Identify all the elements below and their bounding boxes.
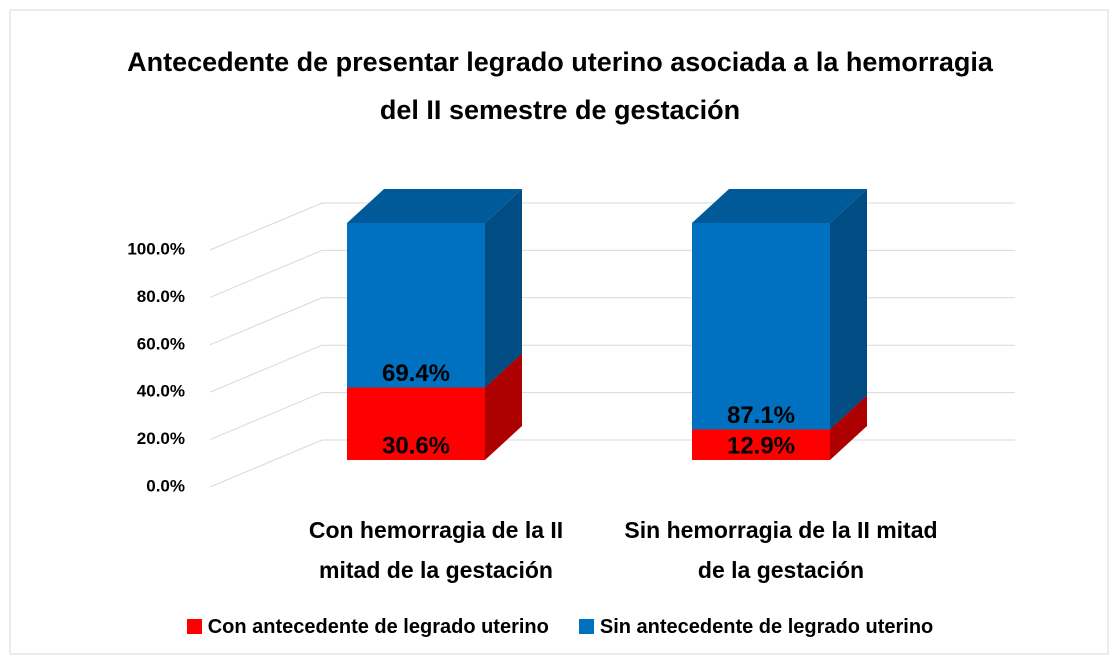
legend-label: Con antecedente de legrado uterino bbox=[207, 616, 549, 638]
y-tick-label: 0.0% bbox=[146, 476, 185, 495]
bar-top bbox=[347, 189, 522, 223]
legend-label: Sin antecedente de legrado uterino bbox=[599, 616, 934, 638]
chart-title: Antecedente de presentar legrado uterino… bbox=[127, 47, 993, 125]
data-label: 30.6% bbox=[382, 432, 450, 459]
data-label: 12.9% bbox=[727, 432, 795, 459]
bar bbox=[347, 387, 485, 460]
data-label: 69.4% bbox=[382, 360, 450, 387]
bar-side bbox=[485, 353, 522, 460]
bar bbox=[692, 429, 830, 460]
bar bbox=[692, 223, 830, 430]
grid-line bbox=[209, 202, 1015, 251]
bar-side bbox=[830, 395, 867, 460]
data-label: 87.1% bbox=[727, 402, 795, 429]
grid-line bbox=[209, 439, 1015, 488]
legend-item: Sin antecedente de legrado uterino bbox=[578, 616, 934, 639]
chart-border bbox=[9, 9, 1109, 655]
x-tick-label: Con hemorragia de la II mitad de la gest… bbox=[308, 517, 564, 583]
y-tick-label: 60.0% bbox=[137, 334, 185, 353]
bar-side bbox=[485, 189, 522, 388]
y-tick-label: 100.0% bbox=[127, 239, 185, 258]
bar bbox=[347, 223, 485, 388]
grid-line bbox=[209, 344, 1015, 393]
grid-line bbox=[209, 297, 1015, 346]
legend: Con antecedente de legrado uterino Sin an… bbox=[0, 616, 1120, 639]
bar-top bbox=[692, 189, 867, 223]
y-tick-label: 40.0% bbox=[137, 382, 185, 401]
bar-side bbox=[830, 189, 867, 430]
grid-line bbox=[209, 249, 1015, 298]
legend-item: Con antecedente de legrado uterino bbox=[186, 616, 549, 639]
y-tick-label: 80.0% bbox=[137, 287, 185, 306]
legend-swatch bbox=[578, 619, 594, 634]
legend-swatch bbox=[186, 619, 202, 634]
y-tick-label: 20.0% bbox=[137, 429, 185, 448]
grid-line bbox=[209, 392, 1015, 441]
x-tick-label: Sin hemorragia de la II mitad de la gest… bbox=[624, 517, 938, 583]
